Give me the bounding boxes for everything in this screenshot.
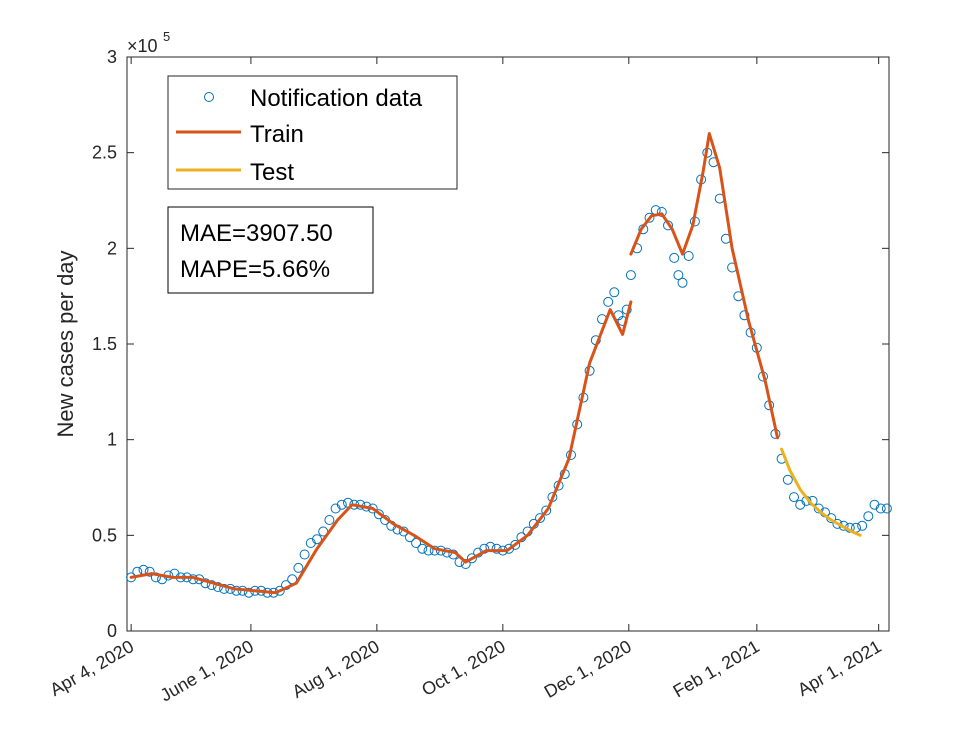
data-point <box>510 539 521 550</box>
x-tick-label: June 1, 2020 <box>157 636 257 705</box>
x-tick-label: Feb 1, 2021 <box>670 636 763 701</box>
data-point <box>299 549 310 560</box>
mape-text: MAPE=5.66% <box>180 256 330 283</box>
test-line <box>780 447 862 537</box>
data-point <box>535 513 545 524</box>
data-point <box>603 296 614 307</box>
x-tick-label: Dec 1, 2020 <box>541 636 635 702</box>
x-tick-label: Apr 1, 2021 <box>794 636 885 700</box>
data-point <box>683 251 694 261</box>
data-point <box>673 270 684 281</box>
y-exponent-base: ×10 <box>127 36 158 56</box>
data-point <box>460 559 471 569</box>
y-tick-label: 2 <box>107 238 117 258</box>
x-tick-label: Aug 1, 2020 <box>289 636 383 702</box>
y-tick-label: 0.5 <box>92 525 117 545</box>
metrics-box <box>167 206 374 294</box>
y-tick-label: 3 <box>107 47 117 67</box>
data-point <box>243 587 254 598</box>
y-tick-label: 2.5 <box>92 143 117 163</box>
data-point <box>336 499 347 510</box>
model-lines <box>129 132 862 595</box>
mae-text: MAE=3907.50 <box>180 220 333 247</box>
data-point <box>644 212 655 223</box>
data-point <box>293 562 304 573</box>
data-point <box>782 474 793 485</box>
data-point <box>881 503 892 514</box>
data-point <box>739 310 750 321</box>
legend-label-notification: Notification data <box>250 85 423 112</box>
data-point <box>609 287 620 298</box>
y-exponent-label: ×10 5 <box>127 29 170 56</box>
legend: Notification data Train Test <box>167 75 458 190</box>
metrics-annotation: MAE=3907.50 MAPE=5.66% <box>167 206 374 294</box>
data-point <box>875 503 886 514</box>
data-point <box>274 585 285 596</box>
data-point <box>373 509 384 520</box>
data-point <box>324 515 335 525</box>
y-tick-label: 1 <box>107 430 117 450</box>
x-tick-label: Apr 4, 2020 <box>47 636 138 700</box>
data-point <box>144 566 155 577</box>
data-point <box>411 538 422 548</box>
y-exponent-power: 5 <box>163 29 170 44</box>
data-point <box>219 583 230 594</box>
data-point <box>857 520 868 531</box>
data-point <box>541 505 552 516</box>
x-tick-label: Oct 1, 2020 <box>418 636 509 700</box>
train-line <box>629 132 779 440</box>
legend-label-test: Test <box>250 159 294 186</box>
data-point <box>417 543 428 554</box>
legend-marker-icon <box>204 92 214 102</box>
data-point <box>312 534 322 545</box>
data-point <box>669 252 680 263</box>
y-tick-label: 0 <box>107 621 117 641</box>
train-line <box>129 300 633 595</box>
legend-label-train: Train <box>250 121 304 148</box>
y-tick-label: 1.5 <box>92 334 117 354</box>
data-point <box>789 492 799 503</box>
data-point <box>625 270 636 281</box>
data-point <box>832 518 843 529</box>
y-axis-label: New cases per day <box>53 250 78 437</box>
data-point <box>491 543 502 554</box>
data-point <box>677 277 688 288</box>
y-axis: 0 0.5 1 1.5 2 2.5 3 <box>92 47 889 641</box>
data-point <box>863 511 874 522</box>
data-point <box>466 553 477 564</box>
